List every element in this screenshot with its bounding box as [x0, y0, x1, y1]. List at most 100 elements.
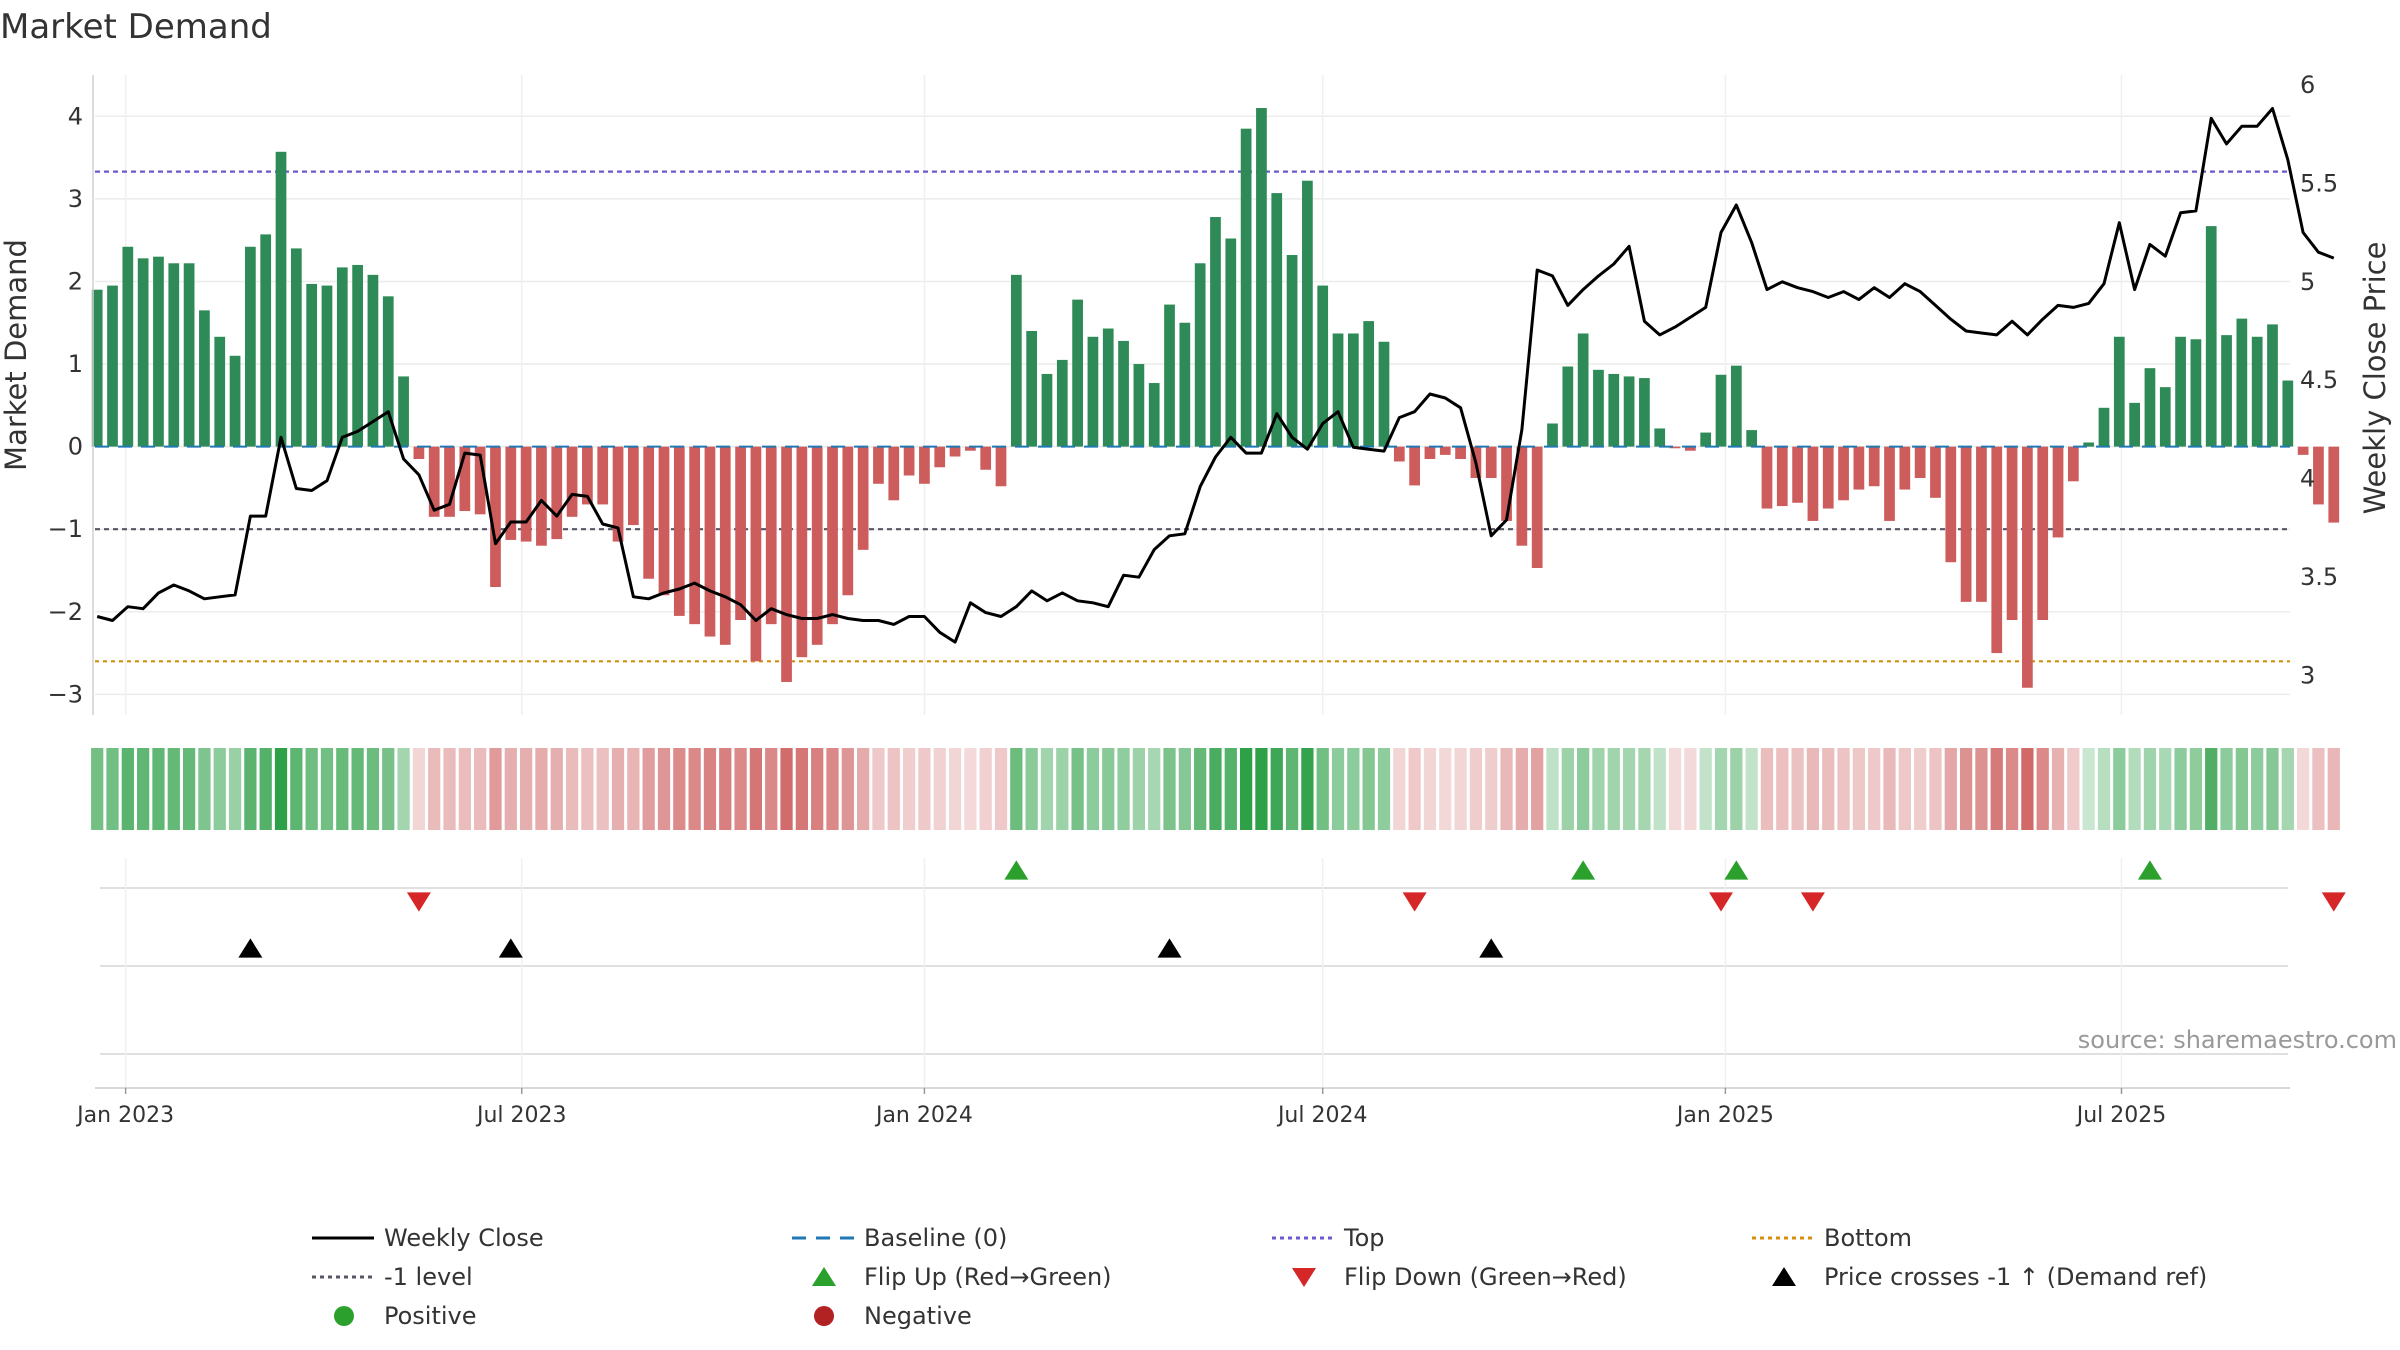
weekly-close-line	[96, 107, 2335, 644]
heat-cell	[1730, 748, 1743, 830]
heat-cell	[1331, 748, 1345, 830]
demand-bar	[597, 446, 609, 505]
heat-cell	[305, 748, 318, 830]
heat-cell	[2297, 748, 2310, 830]
left-tick-label: 2	[68, 267, 83, 295]
heat-cell	[382, 748, 395, 830]
heat-cell	[765, 748, 778, 830]
heat-cell	[1745, 748, 1758, 830]
heat-cell	[688, 748, 701, 830]
heat-cell	[2051, 748, 2065, 830]
demand-bar	[1271, 193, 1283, 447]
legend-label: Weekly Close	[384, 1224, 544, 1252]
flip-up-marker	[1004, 860, 1029, 880]
demand-bar	[1639, 378, 1650, 447]
x-tick-label: Jan 2023	[75, 1103, 174, 1128]
demand-bar	[781, 446, 792, 682]
heat-cell	[535, 748, 548, 830]
demand-bar	[2098, 407, 2110, 447]
demand-bar	[1654, 428, 1666, 447]
heat-cell	[1148, 748, 1161, 830]
heat-cell	[198, 748, 211, 830]
demand-bar	[321, 285, 333, 447]
x-tick-label: Jul 2024	[1276, 1103, 1368, 1128]
heat-cell	[458, 748, 471, 830]
heat-cell	[703, 748, 717, 830]
right-axis-title: Weekly Close Price	[2358, 242, 2392, 515]
heat-cell	[2005, 748, 2019, 830]
heat-cell	[504, 748, 517, 830]
demand-bar	[122, 246, 134, 447]
demand-bar	[1899, 446, 1911, 490]
demand-bar	[857, 446, 869, 550]
demand-bar	[474, 446, 486, 515]
heat-cell	[2205, 748, 2218, 830]
demand-bar	[1715, 374, 1727, 447]
demand-bar	[168, 263, 180, 447]
demand-bar	[1700, 432, 1712, 447]
demand-bar	[183, 263, 195, 447]
heat-cell	[228, 748, 242, 830]
heat-cell	[2067, 748, 2080, 830]
heat-cell	[2128, 748, 2141, 830]
chart-title: Market Demand	[0, 7, 272, 47]
demand-bar	[2159, 387, 2171, 447]
demand-bar	[459, 446, 471, 512]
demand-bar	[2236, 318, 2248, 447]
heat-cell	[1944, 748, 1957, 830]
heat-cell	[366, 748, 380, 830]
heat-cell	[1469, 748, 1483, 830]
heat-cell	[1822, 748, 1835, 830]
heat-cell	[2097, 748, 2111, 830]
legend-label: Flip Down (Green→Red)	[1344, 1263, 1627, 1291]
demand-bar	[2282, 380, 2294, 447]
heat-cell	[1485, 748, 1498, 830]
heat-cell	[826, 748, 839, 830]
heat-cell	[443, 748, 456, 830]
flip-up-marker	[2137, 860, 2162, 880]
demand-bar	[765, 446, 777, 625]
heat-cell	[259, 748, 272, 830]
demand-bar	[827, 446, 838, 625]
demand-bar	[1164, 304, 1175, 447]
heat-cell	[1423, 748, 1437, 830]
demand-bar	[796, 446, 808, 658]
demand-bar	[137, 258, 149, 447]
signal-markers: Jan 2023 Jul 2023 Jan 2024 Jul 2024 Jan 2025…	[75, 858, 2346, 1128]
demand-bar	[444, 446, 455, 517]
heat-cell	[1531, 748, 1544, 830]
demand-bar	[229, 355, 241, 447]
heat-cell	[841, 748, 854, 830]
price-cross-marker	[1157, 938, 1182, 958]
price-cross-marker	[238, 938, 263, 958]
heat-cell	[1010, 748, 1023, 830]
legend-item: Flip Down (Green→Red)	[1292, 1263, 1627, 1291]
legend-label: Flip Up (Red→Green)	[864, 1263, 1112, 1291]
demand-bar	[398, 376, 409, 447]
demand-bar	[2052, 446, 2064, 538]
x-tick-label: Jul 2023	[475, 1103, 567, 1128]
demand-bar	[2328, 446, 2340, 523]
legend-label: Bottom	[1824, 1224, 1912, 1252]
demand-bar	[2144, 368, 2156, 447]
heat-cell	[1914, 748, 1927, 830]
demand-bar	[275, 151, 287, 447]
heat-cell	[1132, 748, 1146, 830]
demand-bar	[1593, 369, 1604, 447]
heat-cell	[2235, 748, 2248, 830]
heat-cell	[611, 748, 625, 830]
heat-cell	[320, 748, 334, 830]
demand-bar	[1041, 373, 1053, 447]
heat-cell	[2189, 748, 2203, 830]
legend-label: Baseline (0)	[864, 1224, 1007, 1252]
heat-cell	[1868, 748, 1881, 830]
heat-cell	[351, 748, 364, 830]
price-cross-marker	[1479, 938, 1504, 958]
legend-label: Price crosses -1 ↑ (Demand ref)	[1824, 1263, 2207, 1291]
demand-bar	[536, 446, 547, 546]
demand-bar	[153, 256, 164, 447]
heat-cell	[1668, 748, 1682, 830]
demand-bar	[1347, 333, 1359, 447]
demand-bar	[1026, 331, 1038, 447]
heat-cell	[397, 748, 410, 830]
